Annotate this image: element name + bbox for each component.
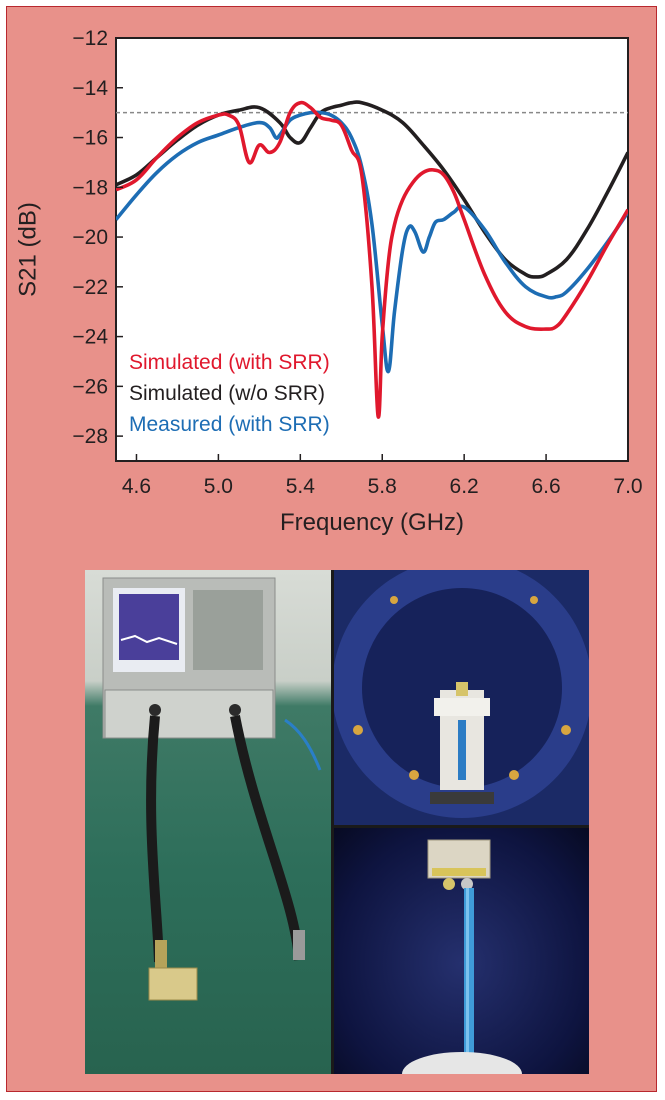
- x-tick-label: 6.2: [450, 475, 479, 498]
- series-group: [116, 100, 628, 419]
- antenna-under-test-photo: [334, 828, 589, 1074]
- plot-area: [115, 37, 629, 462]
- y-axis: −12 −14 −16 −18 −20 −22 −24 −26 −28: [72, 27, 123, 448]
- series-line-simulated-with-srr: [116, 100, 628, 419]
- x-tick-label: 7.0: [613, 475, 642, 498]
- x-tick-label: 5.4: [286, 475, 316, 498]
- legend-entry: Measured (with SRR): [129, 413, 330, 436]
- legend: Simulated (with SRR) Simulated (w/o SRR) M…: [129, 351, 330, 436]
- y-tick-label: −26: [72, 375, 108, 398]
- x-tick-label: 5.0: [204, 475, 233, 498]
- legend-entry: Simulated (w/o SRR): [129, 382, 325, 405]
- anechoic-chamber-photo: [334, 570, 589, 825]
- y-tick-label: −16: [72, 127, 108, 150]
- y-tick-label: −22: [72, 276, 108, 299]
- y-tick-label: −28: [72, 425, 108, 448]
- x-axis-title: Frequency (GHz): [280, 509, 464, 536]
- x-axis: 4.6 5.0 5.4 5.8 6.2 6.6 7.0: [122, 454, 643, 498]
- measurement-setup-photos: [85, 570, 589, 1074]
- y-tick-label: −18: [72, 176, 108, 199]
- x-tick-label: 6.6: [531, 475, 560, 498]
- y-tick-label: −20: [72, 226, 108, 249]
- network-analyzer-photo: [85, 570, 331, 1074]
- x-tick-label: 4.6: [122, 475, 151, 498]
- y-axis-title: S21 (dB): [14, 202, 41, 297]
- x-tick-label: 5.8: [368, 475, 397, 498]
- y-tick-label: −12: [72, 27, 108, 50]
- y-tick-label: −14: [72, 77, 108, 100]
- legend-entry: Simulated (with SRR): [129, 351, 330, 374]
- s21-chart: 4.6 5.0 5.4 5.8 6.2 6.6 7.0 −12 −14 −16 −18 −20 −22…: [14, 27, 643, 536]
- figure-frame: 4.6 5.0 5.4 5.8 6.2 6.6 7.0 −12 −14 −16 −18 −20 −22…: [6, 6, 657, 1092]
- y-tick-label: −24: [72, 326, 108, 349]
